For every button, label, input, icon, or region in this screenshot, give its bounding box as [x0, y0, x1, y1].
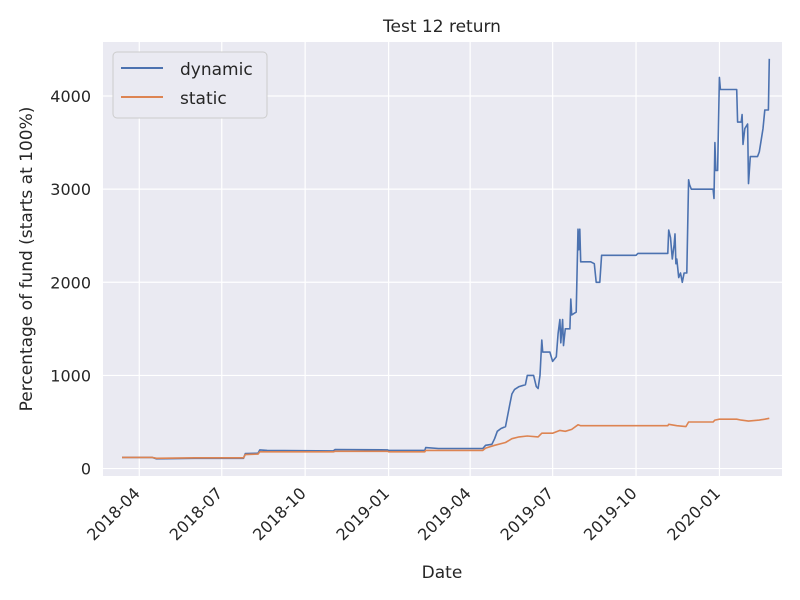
y-axis-ticks: 0 1000 2000 3000 4000 [50, 87, 91, 479]
chart-title: Test 12 return [382, 17, 501, 37]
legend-label-dynamic: dynamic [180, 60, 253, 80]
x-tick-label: 2018-07 [166, 484, 227, 545]
y-tick-label: 3000 [50, 180, 91, 199]
y-tick-label: 1000 [50, 366, 91, 385]
x-tick-label: 2018-04 [83, 484, 144, 545]
x-tick-label: 2019-07 [497, 484, 558, 545]
x-axis-ticks: 2018-04 2018-07 2018-10 2019-01 2019-04 2019-… [83, 484, 724, 545]
x-tick-label: 2019-01 [332, 484, 393, 545]
y-axis-label: Percentage of fund (starts at 100%) [17, 107, 37, 412]
legend: dynamic static [112, 51, 268, 119]
series-line-dynamic [122, 58, 771, 460]
series-lines [122, 58, 771, 460]
x-tick-label: 2019-10 [580, 484, 641, 545]
y-tick-label: 4000 [50, 87, 91, 106]
series-line-static [122, 417, 770, 460]
y-tick-label: 2000 [50, 273, 91, 292]
y-tick-label: 0 [81, 460, 91, 479]
legend-label-static: static [180, 89, 227, 109]
x-tick-label: 2019-04 [414, 484, 475, 545]
x-axis-label: Date [422, 563, 463, 583]
x-tick-label: 2020-01 [663, 484, 724, 545]
x-tick-label: 2018-10 [249, 484, 310, 545]
